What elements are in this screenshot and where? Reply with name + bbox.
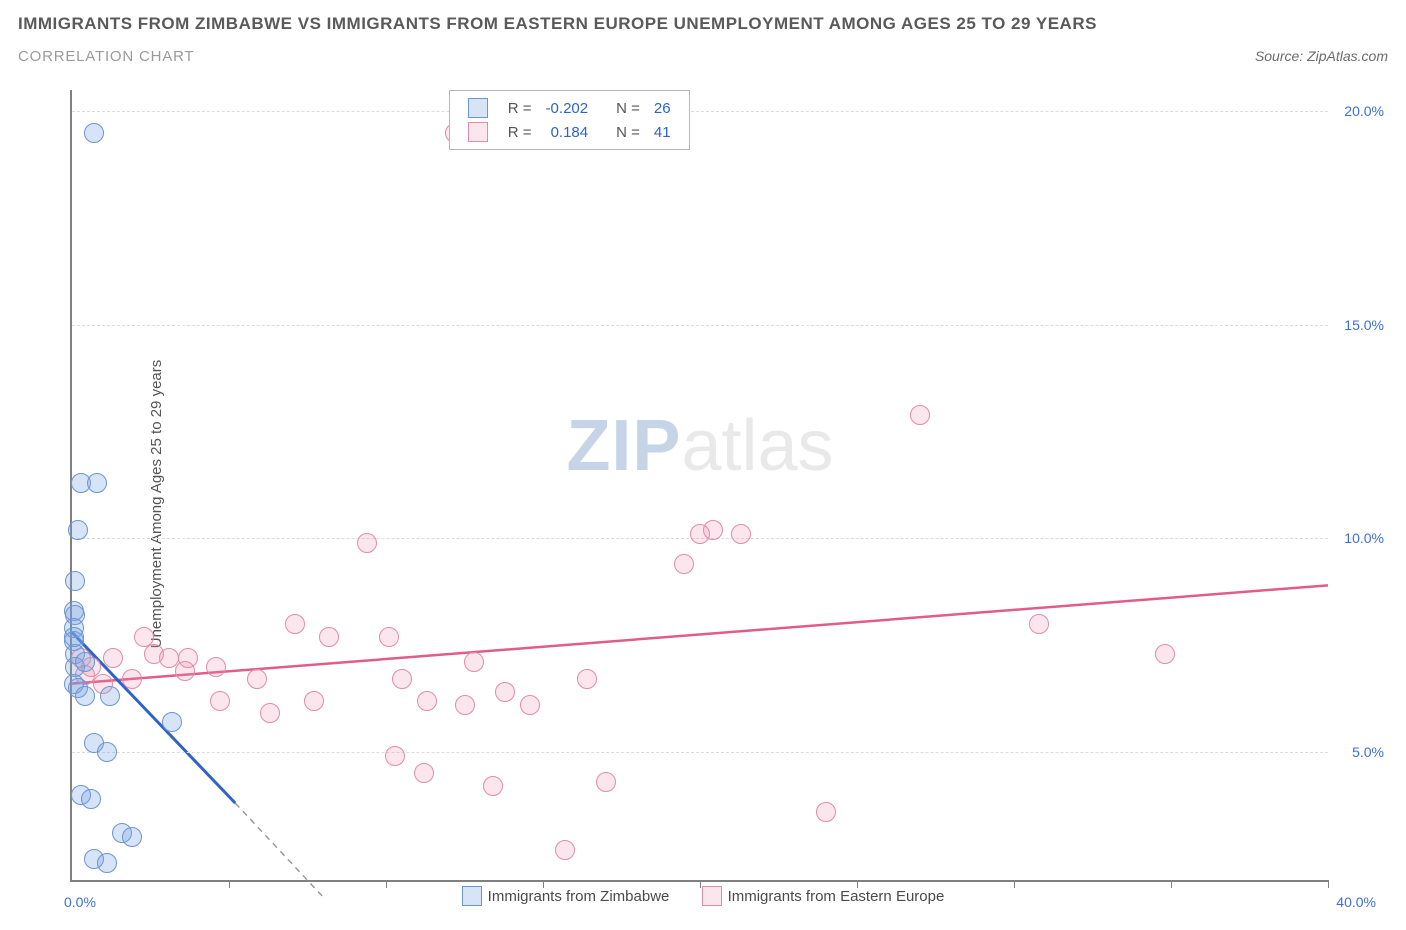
swatch-series-a	[468, 98, 488, 118]
trend-lines	[72, 90, 1328, 880]
source-attribution: Source: ZipAtlas.com	[1255, 48, 1388, 64]
series-b-point	[206, 657, 226, 677]
y-tick-label: 10.0%	[1344, 530, 1384, 546]
series-a-point	[100, 686, 120, 706]
series-a-point	[81, 789, 101, 809]
series-a-point	[75, 686, 95, 706]
series-a-point	[97, 742, 117, 762]
series-a-point	[64, 627, 84, 647]
series-b-point	[304, 691, 324, 711]
series-b-point	[260, 703, 280, 723]
series-b-point	[1029, 614, 1049, 634]
correlation-legend: R = -0.202 N = 26 R = 0.184 N = 41	[449, 90, 690, 150]
gridline	[72, 752, 1328, 753]
series-b-point	[247, 669, 267, 689]
series-b-point	[731, 524, 751, 544]
watermark: ZIPatlas	[566, 405, 833, 487]
series-a-point	[162, 712, 182, 732]
series-b-point	[414, 763, 434, 783]
series-b-point	[520, 695, 540, 715]
page-title: IMMIGRANTS FROM ZIMBABWE VS IMMIGRANTS F…	[18, 14, 1388, 34]
series-legend: Immigrants from Zimbabwe Immigrants from…	[18, 886, 1388, 910]
series-b-point	[357, 533, 377, 553]
y-tick-label: 20.0%	[1344, 103, 1384, 119]
legend-item-series-b: Immigrants from Eastern Europe	[702, 886, 945, 906]
legend-row-series-a: R = -0.202 N = 26	[462, 97, 677, 119]
y-tick-label: 5.0%	[1352, 744, 1384, 760]
series-b-point	[555, 840, 575, 860]
chart-container: Unemployment Among Ages 25 to 29 years Z…	[18, 90, 1388, 918]
series-a-point	[75, 652, 95, 672]
series-b-point	[703, 520, 723, 540]
swatch-series-b-icon	[702, 886, 722, 906]
legend-item-series-a: Immigrants from Zimbabwe	[462, 886, 670, 906]
series-b-point	[1155, 644, 1175, 664]
series-b-point	[816, 802, 836, 822]
series-b-point	[385, 746, 405, 766]
series-a-point	[68, 520, 88, 540]
series-b-point	[392, 669, 412, 689]
series-b-point	[122, 669, 142, 689]
series-a-point	[97, 853, 117, 873]
series-a-point	[65, 571, 85, 591]
legend-row-series-b: R = 0.184 N = 41	[462, 121, 677, 143]
series-b-point	[103, 648, 123, 668]
series-a-point	[87, 473, 107, 493]
series-b-point	[319, 627, 339, 647]
series-b-point	[417, 691, 437, 711]
series-b-point	[210, 691, 230, 711]
series-b-point	[674, 554, 694, 574]
series-b-point	[596, 772, 616, 792]
series-a-point	[84, 123, 104, 143]
chart-subtitle: CORRELATION CHART	[18, 48, 194, 65]
series-b-point	[285, 614, 305, 634]
gridline	[72, 325, 1328, 326]
series-b-point	[910, 405, 930, 425]
swatch-series-a-icon	[462, 886, 482, 906]
series-b-point	[577, 669, 597, 689]
swatch-series-b	[468, 122, 488, 142]
series-b-point	[464, 652, 484, 672]
y-tick-label: 15.0%	[1344, 317, 1384, 333]
series-b-point	[455, 695, 475, 715]
series-b-point	[483, 776, 503, 796]
series-b-point	[495, 682, 515, 702]
plot-area: ZIPatlas R = -0.202 N = 26 R = 0.184 N =	[70, 90, 1328, 882]
gridline	[72, 111, 1328, 112]
series-b-point	[178, 648, 198, 668]
series-a-point	[122, 827, 142, 847]
series-b-point	[379, 627, 399, 647]
